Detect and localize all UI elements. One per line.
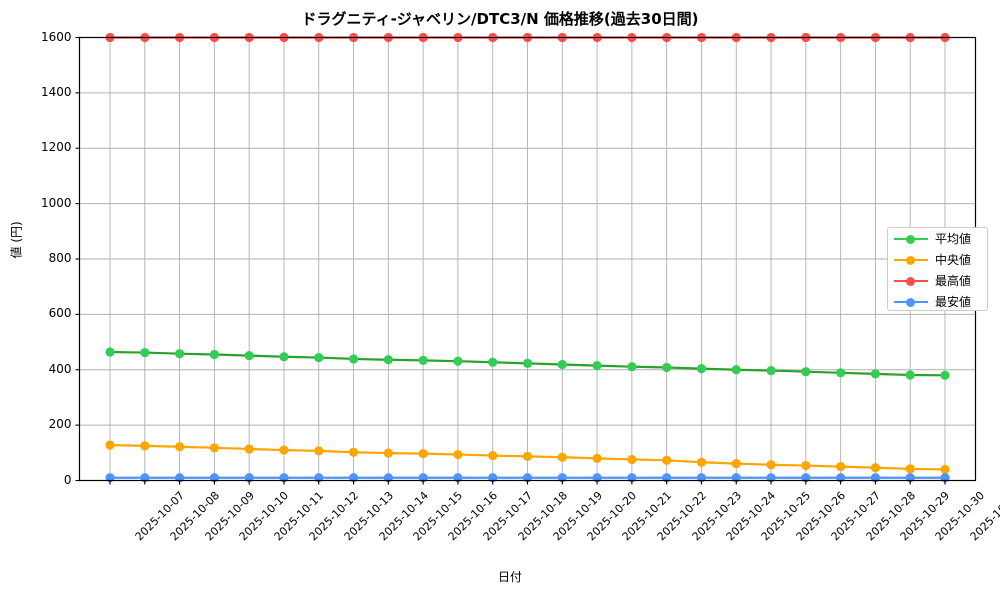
data-point	[940, 464, 950, 475]
legend-label: 中央値	[935, 253, 972, 267]
data-point	[348, 354, 359, 364]
x-axis-label: 日付	[497, 570, 522, 584]
data-point	[801, 460, 811, 471]
legend-line-icon	[894, 275, 928, 287]
data-point	[453, 449, 463, 460]
legend-item-median: 中央値	[888, 249, 987, 270]
data-point	[244, 351, 254, 361]
data-point	[209, 349, 219, 360]
y-tick-label: 800	[48, 251, 72, 265]
y-tick-label: 0	[63, 472, 72, 487]
data-point	[279, 352, 289, 362]
data-point	[766, 460, 776, 470]
chart-legend[interactable]: 平均値 中央値 最高値 最安値	[887, 227, 988, 311]
data-point	[731, 365, 741, 375]
legend-label: 最高値	[935, 274, 972, 288]
y-tick-label: 1400	[40, 84, 72, 99]
data-point	[488, 450, 498, 461]
data-point	[418, 449, 428, 459]
data-point	[870, 463, 881, 473]
data-point	[522, 451, 533, 462]
data-point	[940, 370, 950, 380]
data-point	[453, 356, 463, 366]
data-point	[348, 447, 359, 457]
data-point	[314, 352, 324, 363]
data-point	[105, 440, 115, 450]
legend-line-icon	[894, 296, 928, 308]
y-tick-label: 400	[48, 361, 72, 376]
data-point	[905, 370, 915, 380]
y-tick-label: 200	[48, 417, 72, 432]
data-point	[801, 367, 811, 377]
data-point	[696, 457, 707, 467]
series-1	[105, 347, 950, 380]
chart-title: ドラグニティ-ジャベリン/DTC3/N 価格推移(過去30日間)	[301, 10, 699, 28]
data-point	[836, 368, 846, 378]
data-point	[174, 442, 185, 452]
legend-line-icon	[894, 233, 928, 245]
data-point	[557, 452, 567, 462]
data-point	[488, 357, 498, 367]
data-point	[209, 443, 219, 453]
data-point	[870, 369, 881, 379]
tick-marks	[75, 36, 946, 485]
data-point	[627, 454, 637, 465]
data-point	[766, 365, 776, 376]
data-point	[905, 464, 915, 474]
legend-item-average: 平均値	[888, 228, 987, 249]
data-point	[627, 362, 637, 372]
data-point	[279, 445, 289, 455]
data-point	[836, 462, 846, 472]
data-point	[592, 361, 602, 371]
y-tick-label: 1200	[40, 140, 72, 155]
data-point	[383, 355, 393, 365]
data-point	[140, 441, 150, 451]
legend-label: 最安値	[935, 295, 972, 309]
data-point	[662, 362, 672, 373]
y-tick-label: 1000	[40, 195, 72, 210]
series-2	[105, 440, 950, 475]
y-tick-label: 600	[48, 306, 72, 321]
legend-item-max: 最高値	[888, 270, 987, 291]
data-point	[418, 355, 428, 365]
legend-item-min: 最安値	[888, 291, 987, 312]
data-point	[140, 347, 150, 358]
data-point	[592, 453, 602, 463]
data-point	[522, 358, 533, 368]
legend-label: 平均値	[935, 232, 972, 246]
data-point	[314, 446, 324, 456]
legend-line-icon	[894, 254, 928, 266]
data-point	[731, 459, 741, 469]
y-tick-label: 1600	[40, 29, 72, 44]
data-point	[244, 444, 254, 454]
data-point	[383, 448, 393, 458]
data-point	[105, 347, 115, 357]
data-point	[662, 455, 672, 465]
data-point	[174, 349, 185, 359]
data-point	[696, 364, 707, 374]
gridlines	[79, 37, 976, 481]
data-point	[557, 359, 567, 370]
